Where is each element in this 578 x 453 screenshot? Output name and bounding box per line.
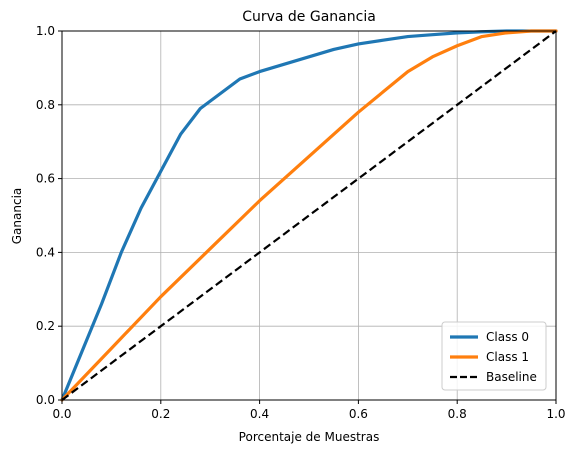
y-axis-ticks: 0.0 0.2 0.4 0.6 0.8 1.0 — [36, 24, 62, 407]
x-axis-ticks: 0.0 0.2 0.4 0.6 0.8 1.0 — [52, 400, 566, 421]
legend: Class 0 Class 1 Baseline — [441, 321, 547, 391]
legend-label: Baseline — [486, 370, 537, 384]
x-tick-label: 0.2 — [151, 407, 170, 421]
legend-label: Class 1 — [486, 350, 529, 364]
x-tick-label: 0.8 — [448, 407, 467, 421]
series-line-class-0 — [60, 29, 558, 402]
x-tick-label: 0.0 — [52, 407, 71, 421]
x-tick-label: 0.4 — [250, 407, 269, 421]
x-tick-label: 1.0 — [546, 407, 565, 421]
series-line-baseline — [61, 30, 557, 401]
x-tick-label: 0.6 — [349, 407, 368, 421]
y-tick-label: 1.0 — [36, 24, 55, 38]
x-axis-label: Porcentaje de Muestras — [239, 430, 380, 444]
y-tick-label: 0.0 — [36, 393, 55, 407]
chart-title: Curva de Ganancia — [242, 9, 376, 25]
y-tick-label: 0.6 — [36, 172, 55, 186]
y-tick-label: 0.2 — [36, 319, 55, 333]
y-axis-label: Ganancia — [10, 188, 24, 245]
legend-label: Class 0 — [486, 330, 529, 344]
plot-frame — [61, 30, 557, 401]
y-tick-label: 0.4 — [36, 245, 55, 259]
series-lines — [60, 29, 558, 402]
y-tick-label: 0.8 — [36, 98, 55, 112]
series-line-class-1 — [60, 29, 558, 402]
legend-box — [441, 321, 547, 391]
